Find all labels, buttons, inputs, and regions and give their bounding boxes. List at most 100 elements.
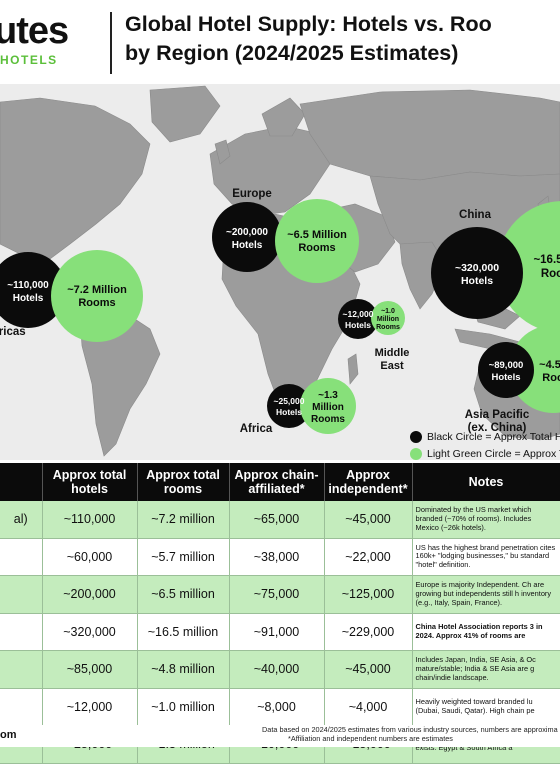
europe-hotels-unit: Hotels [232,240,263,251]
legend-black-dot [410,430,422,443]
cell-independent: ~45,000 [324,650,413,689]
cell-independent: ~4,000 [324,688,413,726]
header-total-hotels: Approx total hotels [42,463,138,501]
cell-hotels: ~200,000 [42,575,138,614]
cell-rooms: ~5.7 million [137,538,230,576]
legend-item-hotels: Black Circle = Approx Total Ho [410,428,560,445]
cell-independent: ~45,000 [324,501,413,539]
china-rooms-unit: Roo [541,268,560,280]
cell-chain: ~40,000 [229,650,325,689]
legend-label-hotels: Black Circle = Approx Total Ho [427,430,560,443]
label-europe: Europe [232,188,272,200]
cell-region [0,613,43,651]
header-notes: Notes [412,463,560,501]
brand-logo: utes [0,10,69,52]
cell-notes: Europe is majority Independent. Ch are g… [412,575,560,614]
legend-green-dot [410,447,422,460]
china-hotels-unit: Hotels [461,275,493,287]
cell-notes: Includes Japan, India, SE Asia, & Oc mat… [412,650,560,689]
bubble-hotels-china [431,227,523,319]
land-greenland [149,85,221,143]
footer-disclaimer-line-1: Data based on 2024/2025 estimates from v… [262,725,558,734]
label-apac-1: Asia Pacific [465,409,530,421]
africa-hotels-unit: Hotels [276,407,302,417]
cell-chain: ~91,000 [229,613,325,651]
label-africa: Africa [240,423,273,435]
africa-hotels-value: ~25,000 [274,396,305,406]
cell-chain: ~75,000 [229,575,325,614]
cell-hotels: ~110,000 [42,501,138,539]
cell-hotels: ~12,000 [42,688,138,726]
middle-east-hotels-unit: Hotels [345,320,371,330]
apac-hotels-unit: Hotels [491,372,520,383]
header-region [0,463,43,501]
bubble-hotels-americas [0,252,66,328]
cell-region [0,575,43,614]
china-hotels-value: ~320,000 [455,262,499,274]
cell-rooms: ~16.5 million [137,613,230,651]
header-independent: Approx independent* [324,463,413,501]
americas-hotels-value: ~110,000 [7,280,49,291]
cell-region: al) [0,501,43,539]
table-row: ~60,000 ~5.7 million ~38,000 ~22,000 US … [0,538,560,576]
header: utes HOTELS Global Hotel Supply: Hotels … [0,0,560,84]
cell-hotels: ~320,000 [42,613,138,651]
land-russia [299,89,560,181]
legend-item-rooms: Light Green Circle = Approx To [410,445,560,462]
bubble-hotels-europe [212,202,282,272]
table-row: ~320,000 ~16.5 million ~91,000 ~229,000 … [0,613,560,651]
label-china: China [459,209,492,221]
cell-hotels: ~60,000 [42,538,138,576]
page-title: Global Hotel Supply: Hotels vs. Roo by R… [125,10,560,68]
table-row: ~200,000 ~6.5 million ~75,000 ~125,000 E… [0,575,560,614]
legend-label-rooms: Light Green Circle = Approx To [427,447,560,460]
bubble-hotels-apac [478,342,534,398]
bubble-hotels-africa [267,384,311,428]
bubble-rooms-africa [300,378,356,434]
cell-rooms: ~6.5 million [137,575,230,614]
label-apac-2: (ex. China) [468,422,527,434]
cell-independent: ~229,000 [324,613,413,651]
apac-hotels-value: ~89,000 [489,360,524,371]
title-line-2: by Region (2024/2025 Estimates) [125,41,459,65]
header-total-rooms: Approx total rooms [137,463,230,501]
bubble-hotels-middle-east [338,299,378,339]
header-chain-affiliated: Approx chain-affiliated* [229,463,325,501]
footer-disclaimer-line-2: *Affiliation and independent numbers are… [288,733,453,743]
footer-disclaimer: Data based on 2024/2025 estimates from v… [262,725,558,743]
europe-rooms-value: ~6.5 Million [287,229,347,241]
cell-chain: ~38,000 [229,538,325,576]
footer: om Data based on 2024/2025 estimates fro… [0,725,560,747]
cell-notes: China Hotel Association reports 3 in 202… [412,613,560,651]
table-row: ~85,000 ~4.8 million ~40,000 ~45,000 Inc… [0,650,560,689]
africa-rooms-value: ~1.3 [318,390,338,401]
middle-east-rooms-value: ~1.0 [381,308,395,315]
cell-region [0,688,43,726]
cell-region [0,538,43,576]
title-line-1: Global Hotel Supply: Hotels vs. Roo [125,12,492,36]
table-header-row: Approx total hotels Approx total rooms A… [0,463,560,501]
americas-rooms-unit: Rooms [78,297,115,309]
land-madagascar [347,353,359,385]
apac-rooms-value: ~4.5 [539,359,560,371]
footer-site: om [0,729,17,741]
land-uk [214,139,231,165]
table-row: al) ~110,000 ~7.2 million ~65,000 ~45,00… [0,501,560,539]
europe-rooms-unit: Rooms [298,242,335,254]
africa-rooms-unit-2: Rooms [311,414,345,425]
china-rooms-value: ~16.5 [533,254,560,266]
table-row: ~12,000 ~1.0 million ~8,000 ~4,000 Heavi… [0,688,560,726]
apac-rooms-unit: Roo [542,372,560,384]
middle-east-rooms-unit-2: Rooms [376,324,400,331]
cell-chain: ~8,000 [229,688,325,726]
world-map: ~110,000 Hotels ~7.2 Million Rooms erica… [0,84,560,460]
africa-rooms-unit-1: Million [312,402,344,413]
cell-hotels: ~85,000 [42,650,138,689]
land-scandinavia [261,97,306,137]
cell-region [0,650,43,689]
cell-rooms: ~4.8 million [137,650,230,689]
cell-chain: ~65,000 [229,501,325,539]
cell-independent: ~125,000 [324,575,413,614]
bubble-rooms-americas [51,250,143,342]
map-legend: Black Circle = Approx Total Ho Light Gre… [410,428,560,462]
